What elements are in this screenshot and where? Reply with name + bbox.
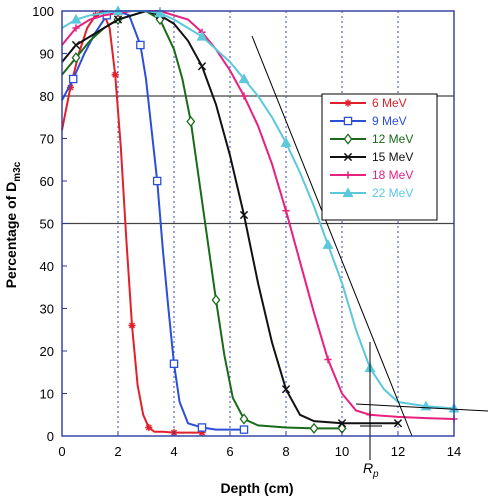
data-point-15-mev (71, 40, 81, 50)
series-line-15-mev (61, 9, 398, 425)
y-tick-label: 30 (40, 302, 54, 317)
data-point-9-mev (68, 74, 78, 84)
series-12-mev (61, 9, 347, 435)
legend-marker-15-mev (343, 152, 353, 162)
series-line-6-mev (61, 9, 202, 434)
rp-label: R (363, 460, 373, 476)
legend-marker-12-mev (343, 133, 353, 145)
bremsstrahlung-tail-line (355, 403, 488, 412)
grid-layer (62, 11, 454, 436)
data-point-15-mev (113, 15, 123, 24)
annotation-layer (251, 35, 488, 460)
data-point-6-mev (128, 321, 136, 330)
x-tick-label: 14 (447, 444, 461, 459)
legend-label-18-mev: 18 MeV (372, 168, 413, 182)
legend-entry-18-mev: 18 MeV (330, 168, 413, 182)
data-point-15-mev (239, 210, 249, 220)
legend-marker-18-mev (344, 171, 352, 179)
data-point-22-mev (322, 239, 334, 249)
data-point-18-mev (282, 207, 290, 215)
legend-label-9-mev: 9 MeV (372, 114, 407, 128)
data-point-6-mev (66, 83, 74, 92)
data-point-12-mev (309, 422, 319, 435)
data-point-12-mev (211, 294, 221, 306)
rp-tangent-line (251, 35, 413, 437)
legend-marker-6-mev (344, 99, 352, 107)
data-point-15-mev (197, 62, 207, 71)
legend-entry-9-mev: 9 MeV (330, 114, 407, 128)
y-tick-label: 50 (40, 217, 54, 232)
series-layer (61, 5, 460, 437)
y-tick-label: 10 (40, 387, 54, 402)
y-tick-label: 100 (32, 4, 54, 19)
data-point-22-mev (196, 30, 208, 41)
legend-marker-9-mev (343, 116, 353, 126)
x-tick-label: 4 (170, 444, 177, 459)
y-tick-label: 70 (40, 132, 54, 147)
legend-entry-6-mev: 6 MeV (330, 96, 407, 110)
x-tick-label: 12 (391, 444, 405, 459)
y-tick-label: 40 (40, 259, 54, 274)
data-point-22-mev (154, 7, 166, 18)
data-point-15-mev (281, 385, 291, 394)
y-axis-title-main: Percentage of D (3, 182, 19, 289)
data-point-22-mev (280, 137, 292, 147)
y-tick-label: 0 (47, 429, 54, 444)
x-tick-label: 6 (226, 444, 233, 459)
y-tick-label: 80 (40, 89, 54, 104)
data-point-12-mev (71, 52, 81, 64)
rp-label-subscript: p (372, 469, 379, 480)
legend-label-12-mev: 12 MeV (372, 132, 413, 146)
rp-annotation: R p (363, 460, 379, 480)
data-point-22-mev (70, 13, 82, 24)
ticks-layer: 0 2 4 6 8 10 12 14 0 10 20 30 40 50 60 70 80 90 100 (32, 4, 461, 459)
series-line-12-mev (61, 9, 342, 430)
legend-label-22-mev: 22 MeV (372, 186, 413, 200)
data-point-9-mev (136, 40, 145, 50)
legend-label-6-mev: 6 MeV (372, 96, 407, 110)
data-point-15-mev (393, 419, 403, 428)
data-point-6-mev (111, 71, 119, 79)
data-point-12-mev (186, 115, 196, 128)
series-line-9-mev (61, 9, 244, 431)
legend-entry-15-mev: 15 MeV (330, 150, 413, 164)
data-point-6-mev (198, 429, 206, 437)
data-point-18-mev (72, 24, 80, 32)
data-point-22-mev (238, 73, 250, 84)
x-tick-label: 0 (58, 444, 65, 459)
data-point-9-mev (197, 423, 207, 432)
y-axis-title: Percentage of Dm3c (3, 161, 23, 288)
data-point-15-mev (337, 419, 347, 428)
y-axis-title-subscript: m3c (12, 161, 23, 181)
data-point-18-mev (240, 92, 248, 100)
legend-entry-12-mev: 12 MeV (330, 132, 413, 146)
y-tick-label: 60 (40, 174, 54, 189)
legend-label-15-mev: 15 MeV (372, 150, 413, 164)
x-axis-title: Depth (cm) (220, 480, 293, 496)
y-tick-label: 20 (40, 344, 54, 359)
legend-entry-22-mev: 22 MeV (330, 186, 413, 200)
legend-marker-22-mev (342, 187, 354, 198)
data-point-9-mev (239, 425, 249, 434)
data-point-18-mev (324, 355, 332, 364)
x-tick-label: 2 (114, 444, 121, 459)
y-tick-label: 90 (40, 47, 54, 62)
series-9-mev (61, 9, 249, 434)
series-15-mev (61, 9, 403, 428)
data-point-6-mev (145, 423, 153, 432)
x-tick-label: 10 (335, 444, 349, 459)
x-tick-label: 8 (282, 444, 289, 459)
data-point-9-mev (169, 359, 179, 368)
data-point-12-mev (239, 413, 249, 425)
data-point-9-mev (152, 176, 162, 186)
legend: 6 MeV 9 MeV 12 MeV 15 MeV 18 MeV 22 MeV (321, 93, 438, 221)
